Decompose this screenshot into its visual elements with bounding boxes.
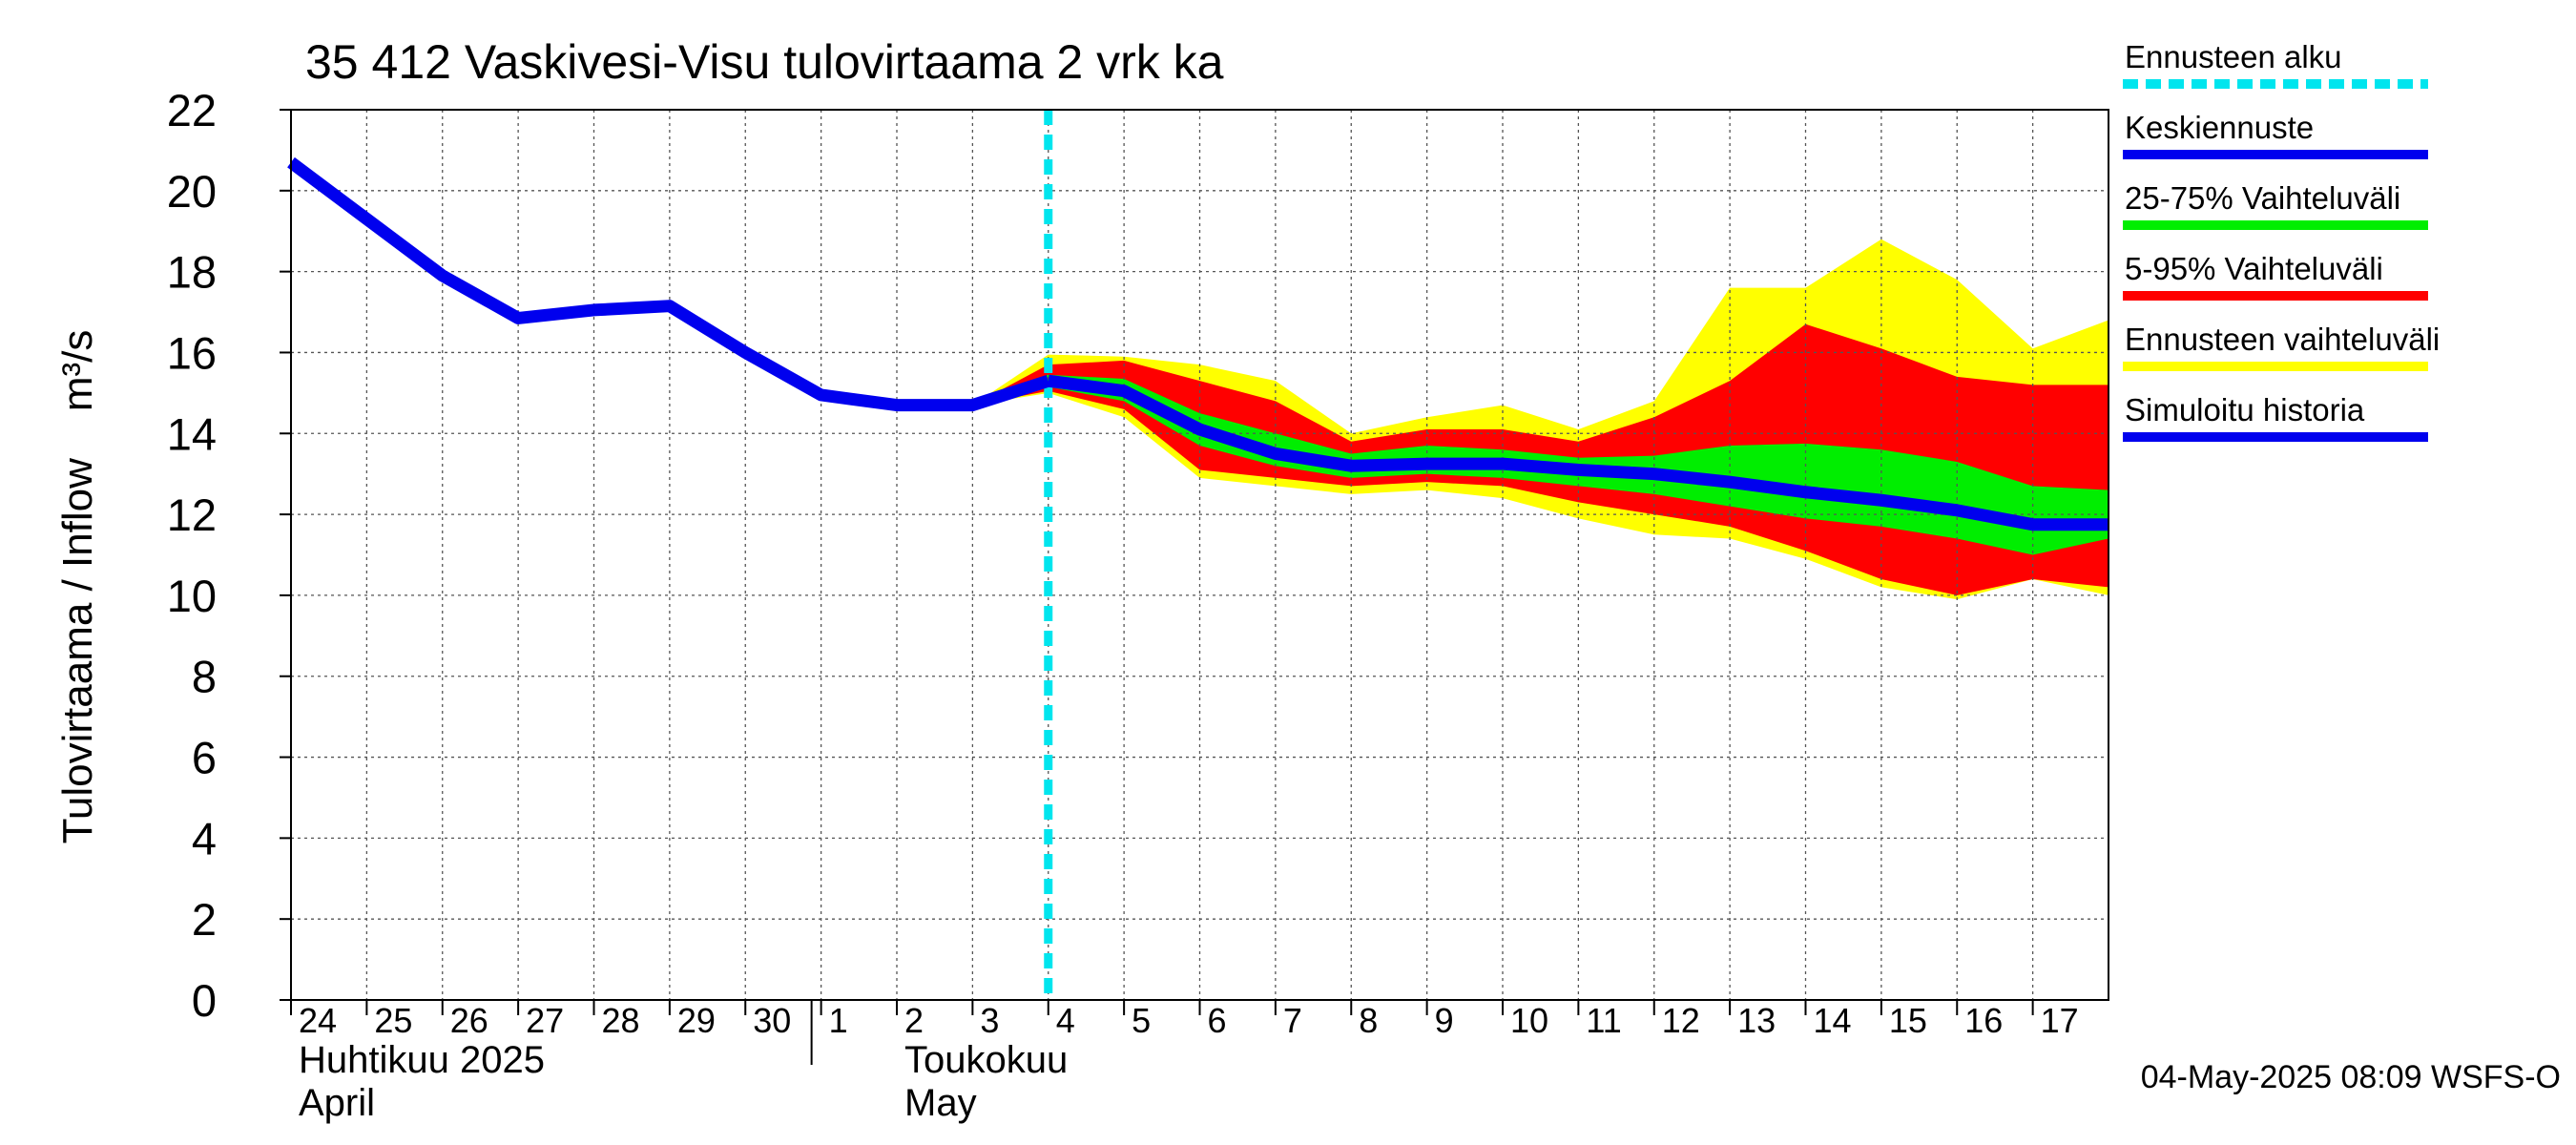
- x-tick-label: 15: [1889, 1001, 1927, 1040]
- x-tick-label: 3: [980, 1001, 999, 1040]
- x-tick-label: 10: [1510, 1001, 1548, 1040]
- x-tick-label: 5: [1132, 1001, 1151, 1040]
- month-label: Toukokuu: [904, 1039, 1068, 1081]
- chart-title: 35 412 Vaskivesi-Visu tulovirtaama 2 vrk…: [305, 35, 1224, 89]
- month-label: Huhtikuu 2025: [299, 1039, 545, 1081]
- y-axis-label: Tulovirtaama / Inflow m³/s: [54, 330, 101, 844]
- y-tick-label: 14: [167, 408, 217, 459]
- legend-label: Ennusteen alku: [2125, 39, 2342, 74]
- legend-label: Simuloitu historia: [2125, 392, 2365, 427]
- y-tick-label: 10: [167, 571, 217, 621]
- y-tick-label: 0: [192, 975, 217, 1026]
- y-tick-label: 4: [192, 813, 217, 864]
- x-tick-label: 28: [602, 1001, 640, 1040]
- x-tick-label: 17: [2041, 1001, 2079, 1040]
- x-tick-label: 14: [1814, 1001, 1852, 1040]
- legend-label: Keskiennuste: [2125, 110, 2314, 145]
- x-tick-label: 6: [1208, 1001, 1227, 1040]
- x-tick-label: 12: [1662, 1001, 1700, 1040]
- x-tick-label: 27: [526, 1001, 564, 1040]
- x-tick-label: 8: [1359, 1001, 1378, 1040]
- x-tick-label: 2: [904, 1001, 924, 1040]
- x-tick-label: 30: [753, 1001, 791, 1040]
- month-label-en: April: [299, 1082, 375, 1124]
- y-tick-label: 8: [192, 652, 217, 702]
- y-tick-label: 18: [167, 247, 217, 298]
- legend: Ennusteen alku Keskiennuste 25-75% Vaihtel…: [2123, 39, 2440, 442]
- month-label-en: May: [904, 1082, 977, 1124]
- y-tick-label: 22: [167, 85, 217, 135]
- x-tick-label: 13: [1737, 1001, 1776, 1040]
- y-tick-label: 16: [167, 327, 217, 378]
- x-tick-label: 24: [299, 1001, 337, 1040]
- series-lines: [287, 110, 2109, 1000]
- x-tick-label: 11: [1586, 1001, 1621, 1040]
- line-keskiennuste: [1047, 374, 2109, 531]
- line-simuloitu-historia: [287, 156, 1050, 412]
- y-tick-label: 2: [192, 894, 217, 945]
- x-tick-label: 7: [1283, 1001, 1302, 1040]
- y-tick-label: 12: [167, 489, 217, 540]
- y-tick-label: 6: [192, 733, 217, 783]
- legend-label: 25-75% Vaihteluväli: [2125, 180, 2400, 216]
- x-tick-label: 25: [374, 1001, 412, 1040]
- x-tick-label: 1: [829, 1001, 848, 1040]
- x-tick-label: 26: [450, 1001, 488, 1040]
- legend-label: Ennusteen vaihteluväli: [2125, 322, 2440, 357]
- x-tick-label: 4: [1056, 1001, 1075, 1040]
- y-tick-label: 20: [167, 166, 217, 217]
- grid: [291, 110, 2109, 1000]
- x-tick-label: 29: [677, 1001, 716, 1040]
- legend-label: 5-95% Vaihteluväli: [2125, 251, 2383, 286]
- timestamp-footer: 04-May-2025 08:09 WSFS-O: [2141, 1059, 2561, 1095]
- x-tick-label: 16: [1964, 1001, 2003, 1040]
- x-tick-label: 9: [1435, 1001, 1454, 1040]
